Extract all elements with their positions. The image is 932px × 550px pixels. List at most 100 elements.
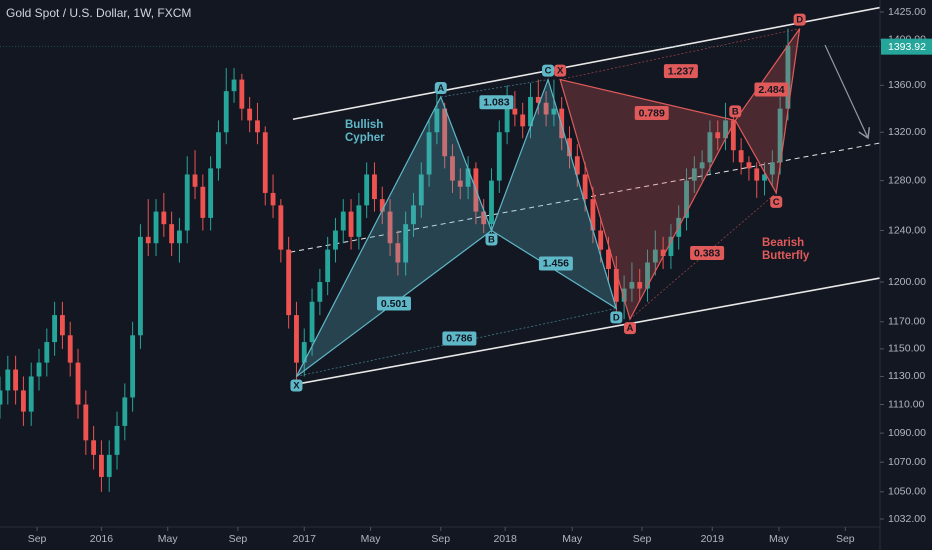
ratio-label-box <box>538 256 573 271</box>
candle-body <box>333 230 338 250</box>
candle-body <box>707 132 713 163</box>
ratio-leg <box>560 79 736 121</box>
candle-body <box>145 236 151 244</box>
point-label: X <box>293 380 300 391</box>
point-label-box <box>434 81 447 94</box>
chart-title: Gold Spot / U.S. Dollar, 1W, FXCM <box>6 6 191 20</box>
x-tick-label: Sep <box>28 533 47 545</box>
candle-body <box>426 132 432 175</box>
ratio-label-box <box>479 95 514 110</box>
x-tick-label: 2017 <box>293 533 317 545</box>
candle-body <box>348 211 354 237</box>
candle-body <box>699 162 705 169</box>
candle-body <box>153 211 159 244</box>
y-tick-label: 1425.00 <box>888 6 926 18</box>
candle-body <box>325 249 331 283</box>
candle-body <box>637 282 643 289</box>
y-tick-label: 1050.00 <box>888 486 926 498</box>
pattern-name: Butterfly <box>762 250 810 262</box>
point-label-box <box>290 379 303 392</box>
candle-body <box>59 315 65 336</box>
candle-body <box>590 199 596 231</box>
point-label-box <box>623 322 636 335</box>
candle-body <box>200 186 206 218</box>
candle-body <box>434 108 440 133</box>
ratio-label-box <box>690 246 725 261</box>
x-tick-label: May <box>158 533 179 545</box>
candle-body <box>36 362 42 377</box>
pattern-name: Bearish <box>762 237 804 249</box>
candle-body <box>411 205 416 225</box>
ratio-label: 2.484 <box>758 84 784 96</box>
candle-body <box>99 454 104 477</box>
candle-body <box>504 108 510 133</box>
point-label-box <box>729 105 742 118</box>
point-label: A <box>437 83 444 94</box>
x-tick-label: Sep <box>431 533 450 545</box>
x-tick-label: Sep <box>836 533 855 545</box>
candle-body <box>621 288 627 302</box>
candle-body <box>387 211 393 244</box>
candle-body <box>379 199 385 212</box>
candle-body <box>520 114 526 127</box>
candle-body <box>169 224 175 244</box>
ratio-label-box <box>376 296 411 311</box>
y-tick-label: 1110.00 <box>888 398 925 410</box>
candle-body <box>660 249 666 257</box>
candle-body <box>684 180 689 218</box>
point-label-box <box>770 195 783 208</box>
candle-body <box>161 211 167 225</box>
candle-body <box>106 454 112 477</box>
candle-body <box>730 120 736 151</box>
point-label-box <box>610 311 623 324</box>
candle-body <box>691 168 697 181</box>
y-tick-label: 1280.00 <box>888 174 926 186</box>
candle-body <box>247 108 253 121</box>
candle-body <box>481 211 487 225</box>
projection-arrow <box>824 44 868 138</box>
ratio-label-box <box>634 105 669 120</box>
candle-body <box>785 45 791 109</box>
x-tick-label: 2016 <box>90 533 114 545</box>
candle-body <box>216 132 221 169</box>
y-tick-label: 1070.00 <box>888 456 926 468</box>
pattern-name: Bullish <box>345 119 383 131</box>
candle-body <box>738 150 744 163</box>
ratio-label: 1.237 <box>668 65 694 77</box>
candle-body <box>114 425 120 455</box>
candle-body <box>574 156 580 175</box>
candle-body <box>270 192 276 206</box>
candle-body <box>20 390 26 412</box>
candle-body <box>762 174 767 181</box>
plot-area <box>0 6 880 492</box>
candle-body <box>208 168 214 218</box>
x-tick-label: Sep <box>633 533 652 545</box>
point-label-box <box>542 64 555 77</box>
point-label: C <box>773 197 780 208</box>
x-tick-label: May <box>769 533 790 545</box>
candle-body <box>75 362 81 405</box>
candle-body <box>309 301 315 343</box>
y-tick-label: 1090.00 <box>888 427 926 439</box>
ratio-label: 1.083 <box>483 97 509 109</box>
point-label: X <box>557 66 564 77</box>
x-tick-label: 2018 <box>493 533 517 545</box>
point-label-box <box>793 13 806 26</box>
ratio-label: 0.789 <box>639 107 665 119</box>
ratio-label: 0.501 <box>381 298 407 310</box>
y-tick-label: 1150.00 <box>888 343 925 355</box>
ratio-label-box <box>442 331 477 346</box>
candle-body <box>130 335 136 398</box>
candle-body <box>223 91 229 133</box>
candle-body <box>418 174 424 206</box>
candle-body <box>44 342 50 363</box>
candle-body <box>317 282 323 302</box>
candle-body <box>5 369 11 391</box>
x-tick-label: May <box>361 533 382 545</box>
candle-body <box>356 205 362 237</box>
candle-body <box>746 162 752 169</box>
candle-body <box>91 440 97 455</box>
candle-body <box>403 224 409 263</box>
point-label: D <box>796 15 803 26</box>
